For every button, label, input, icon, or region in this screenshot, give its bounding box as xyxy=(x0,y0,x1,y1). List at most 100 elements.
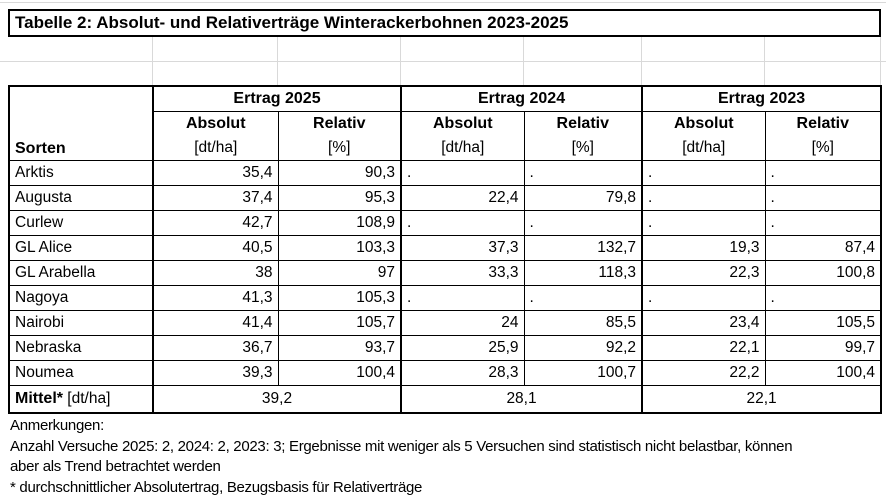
gridline xyxy=(764,35,765,85)
unit-label-relativ-2025: [%] xyxy=(277,136,402,161)
variety-name: Curlew xyxy=(8,210,154,236)
column-header-absolut-2025: Absolut xyxy=(152,111,279,136)
cell-absolut-2025: 40,5 xyxy=(152,235,279,261)
column-header-relativ-2024: Relativ xyxy=(523,111,643,136)
cell-absolut-2023: 19,3 xyxy=(641,235,766,261)
column-header-relativ-2023: Relativ xyxy=(764,111,882,136)
footnote-line: Anzahl Versuche 2025: 2, 2024: 2, 2023: … xyxy=(10,437,793,455)
variety-name: Noumea xyxy=(8,360,154,386)
unit-label-absolut-2024: [dt/ha] xyxy=(400,136,525,161)
gridline xyxy=(523,35,524,85)
cell-relativ-2023: . xyxy=(764,185,882,211)
unit-label-relativ-2024: [%] xyxy=(523,136,643,161)
table-row: Curlew 42,7 108,9 . . . . xyxy=(8,210,882,236)
mittel-label: Mittel* [dt/ha] xyxy=(8,385,154,414)
footnotes: Anmerkungen: Anzahl Versuche 2025: 2, 20… xyxy=(10,416,884,498)
cell-relativ-2025: 90,3 xyxy=(277,160,402,186)
cell-relativ-2023: 100,8 xyxy=(764,260,882,286)
variety-name: Arktis xyxy=(8,160,154,186)
cell-absolut-2024: . xyxy=(400,285,525,311)
cell-absolut-2025: 35,4 xyxy=(152,160,279,186)
gridline xyxy=(277,35,278,85)
cell-absolut-2025: 41,3 xyxy=(152,285,279,311)
cell-absolut-2024: 22,4 xyxy=(400,185,525,211)
cell-absolut-2023: . xyxy=(641,285,766,311)
cell-relativ-2024: 132,7 xyxy=(523,235,643,261)
variety-name: Nairobi xyxy=(8,310,154,336)
variety-name: GL Alice xyxy=(8,235,154,261)
cell-relativ-2024: 85,5 xyxy=(523,310,643,336)
gridline xyxy=(152,35,153,85)
table-row: Nagoya 41,3 105,3 . . . . xyxy=(8,285,882,311)
group-header-ertrag-2023: Ertrag 2023 xyxy=(641,85,882,112)
header-row-units: [dt/ha] [%] [dt/ha] [%] [dt/ha] [%] xyxy=(9,136,882,161)
cell-relativ-2025: 105,7 xyxy=(277,310,402,336)
cell-relativ-2023: . xyxy=(764,285,882,311)
cell-relativ-2024: 100,7 xyxy=(523,360,643,386)
cell-absolut-2023: 22,1 xyxy=(641,335,766,361)
variety-name: Nagoya xyxy=(8,285,154,311)
mittel-value-2023: 22,1 xyxy=(641,385,882,414)
footnote-line: aber als Trend betrachtet werden xyxy=(10,458,221,475)
cell-relativ-2023: 105,5 xyxy=(764,310,882,336)
mittel-label-unit: [dt/ha] xyxy=(63,390,111,407)
cell-relativ-2023: . xyxy=(764,210,882,236)
mittel-value-2025: 39,2 xyxy=(151,385,402,414)
cell-absolut-2024: . xyxy=(400,160,525,186)
cell-relativ-2023: 100,4 xyxy=(764,360,882,386)
variety-name: Augusta xyxy=(8,185,154,211)
gridline xyxy=(400,35,401,85)
gridline xyxy=(880,35,881,85)
cell-absolut-2024: 24 xyxy=(400,310,525,336)
variety-name: Nebraska xyxy=(8,335,154,361)
mittel-value-2024: 28,1 xyxy=(400,385,643,414)
table-row: Arktis 35,4 90,3 . . . . xyxy=(8,160,882,186)
cell-absolut-2024: 37,3 xyxy=(400,235,525,261)
table-row: GL Arabella 38 97 33,3 118,3 22,3 100,8 xyxy=(8,260,882,286)
cell-absolut-2024: . xyxy=(400,210,525,236)
cell-absolut-2023: 22,3 xyxy=(641,260,766,286)
cell-relativ-2024: . xyxy=(523,160,643,186)
table-row: GL Alice 40,5 103,3 37,3 132,7 19,3 87,4 xyxy=(8,235,882,261)
cell-relativ-2024: 79,8 xyxy=(523,185,643,211)
cell-absolut-2025: 41,4 xyxy=(152,310,279,336)
cell-relativ-2025: 103,3 xyxy=(277,235,402,261)
group-header-ertrag-2025: Ertrag 2025 xyxy=(151,85,402,112)
table-row: Nairobi 41,4 105,7 24 85,5 23,4 105,5 xyxy=(8,310,882,336)
footnote-heading: Anmerkungen: xyxy=(10,417,104,434)
cell-relativ-2023: . xyxy=(764,160,882,186)
cell-relativ-2023: 99,7 xyxy=(764,335,882,361)
cell-relativ-2025: 97 xyxy=(277,260,402,286)
cell-absolut-2023: . xyxy=(641,185,766,211)
mittel-row: Mittel* [dt/ha] 39,2 28,1 22,1 xyxy=(8,385,882,414)
yield-table: Sorten Ertrag 2025 Ertrag 2024 Ertrag 20… xyxy=(8,85,883,414)
cell-relativ-2025: 95,3 xyxy=(277,185,402,211)
cell-absolut-2024: 28,3 xyxy=(400,360,525,386)
gridline xyxy=(641,35,642,85)
report-title: Tabelle 2: Absolut- und Relativerträge W… xyxy=(8,9,881,37)
mittel-label-bold: Mittel* xyxy=(15,390,63,407)
header-row-measures: Absolut Relativ Absolut Relativ Absolut … xyxy=(9,111,882,136)
cell-absolut-2024: 25,9 xyxy=(400,335,525,361)
header-row-years: Sorten Ertrag 2025 Ertrag 2024 Ertrag 20… xyxy=(8,85,882,161)
cell-absolut-2023: 23,4 xyxy=(641,310,766,336)
cell-absolut-2023: . xyxy=(641,160,766,186)
cell-relativ-2024: 92,2 xyxy=(523,335,643,361)
column-header-absolut-2023: Absolut xyxy=(641,111,766,136)
cell-absolut-2025: 42,7 xyxy=(152,210,279,236)
cell-relativ-2025: 108,9 xyxy=(277,210,402,236)
unit-label-absolut-2023: [dt/ha] xyxy=(641,136,766,161)
footnote-line: * durchschnittlicher Absolutertrag, Bezu… xyxy=(10,478,423,496)
variety-name: GL Arabella xyxy=(8,260,154,286)
cell-absolut-2024: 33,3 xyxy=(400,260,525,286)
table-row: Noumea 39,3 100,4 28,3 100,7 22,2 100,4 xyxy=(8,360,882,386)
cell-relativ-2024: 118,3 xyxy=(523,260,643,286)
column-header-absolut-2024: Absolut xyxy=(400,111,525,136)
unit-label-absolut-2025: [dt/ha] xyxy=(152,136,279,161)
column-header-relativ-2025: Relativ xyxy=(277,111,402,136)
unit-label-relativ-2023: [%] xyxy=(764,136,882,161)
gridline xyxy=(0,2,886,3)
cell-absolut-2025: 38 xyxy=(152,260,279,286)
cell-relativ-2023: 87,4 xyxy=(764,235,882,261)
cell-absolut-2025: 37,4 xyxy=(152,185,279,211)
